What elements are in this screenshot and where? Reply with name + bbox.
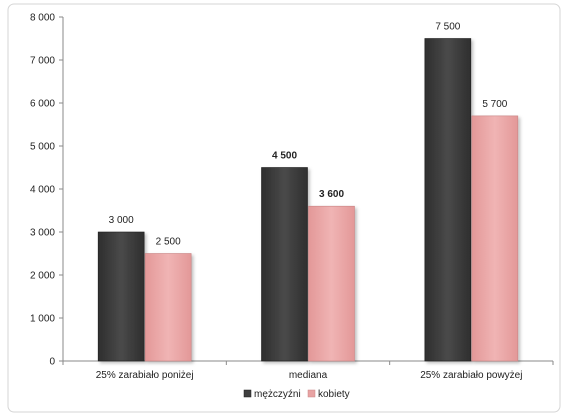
y-tick-label: 8 000 [30,13,55,24]
bar-men [97,231,145,362]
data-label: 7 500 [435,22,460,33]
y-tick-label: 4 000 [30,185,55,196]
y-tick-label: 7 000 [30,56,55,67]
x-tick-label: mediana [289,370,328,381]
data-label: 2 500 [156,237,181,248]
data-label: 5 700 [482,99,507,110]
bar-women [471,115,519,362]
y-tick-label: 2 000 [30,271,55,282]
y-tick-label: 0 [49,357,55,368]
data-label: 3 600 [319,189,344,200]
y-tick-label: 6 000 [30,99,55,110]
y-tick-label: 3 000 [30,228,55,239]
legend-swatch [307,389,316,398]
data-label: 4 500 [272,151,297,162]
bar-women [144,253,192,362]
y-tick-label: 5 000 [30,142,55,153]
legend-label: kobiety [318,389,350,400]
data-label: 3 000 [109,215,134,226]
bar-men [261,167,308,362]
y-tick-label: 1 000 [30,314,55,325]
legend-label: mężczyźni [254,389,301,400]
bar-women [308,205,355,362]
legend-swatch [243,389,252,398]
x-tick-label: 25% zarabiało poniżej [96,370,194,381]
bar-men [424,38,472,362]
x-tick-label: 25% zarabiało powyżej [420,370,522,381]
